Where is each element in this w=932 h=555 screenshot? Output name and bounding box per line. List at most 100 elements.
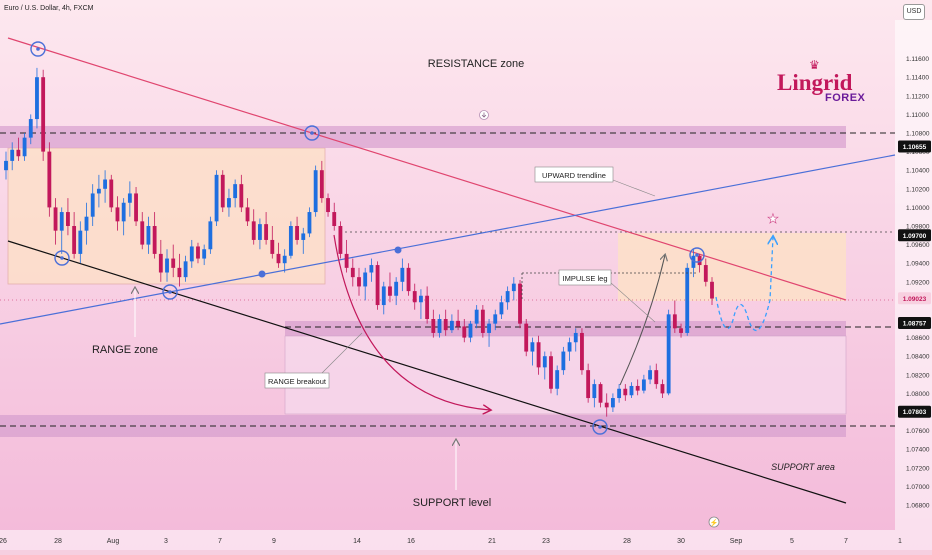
range-breakout-pointer (321, 332, 363, 374)
projection-paths: ★ ⚡ (333, 110, 779, 528)
price-tick-label: 1.10800 (906, 131, 930, 138)
candle-body (313, 170, 318, 213)
candle-body (598, 384, 603, 403)
candle-body (672, 314, 677, 329)
price-tick-label: 1.07200 (906, 465, 930, 472)
candle-body (573, 332, 578, 343)
candle-body (363, 272, 368, 287)
candle-body (536, 342, 541, 368)
candle-body (406, 267, 411, 292)
candle-body (282, 255, 287, 264)
descending-resistance-trendline (7, 37, 847, 301)
candle-body (511, 283, 516, 292)
candle-body (227, 198, 231, 208)
candle-body (326, 198, 330, 213)
time-axis[interactable]: 26 28 Aug 3 7 9 14 16 21 23 28 30 Sep 5 7 1 (0, 538, 902, 545)
candle-body (270, 239, 275, 254)
candle-body (369, 265, 374, 273)
candle-body (109, 179, 114, 208)
candle-body (189, 246, 194, 262)
price-tick-label: 1.06800 (906, 503, 930, 510)
target-zone-box (618, 233, 846, 301)
pivot-dot (695, 253, 699, 257)
candle-body (388, 286, 392, 296)
candle-body (524, 323, 529, 352)
candle-body (66, 212, 70, 226)
candle-body (264, 224, 269, 240)
pivot-dot (310, 131, 314, 135)
candle-body (518, 283, 522, 324)
currency-button[interactable]: USD (903, 4, 925, 20)
time-tick-label: 30 (677, 538, 685, 545)
time-tick-label: 9 (272, 538, 276, 545)
candle-body (344, 253, 349, 268)
candle-body (22, 137, 27, 157)
candle-body (425, 295, 430, 319)
event-down-arrow-glyph (481, 112, 487, 118)
pivot-circle-high (30, 41, 46, 57)
candle-body (629, 385, 634, 396)
candle-body (103, 179, 108, 189)
candle-body (257, 224, 262, 240)
candle-body (474, 309, 479, 324)
price-tick-label: 1.07400 (906, 447, 930, 454)
range-breakout-label: RANGE breakout (268, 377, 327, 386)
candle-body (332, 212, 337, 226)
price-label-text: 1.09023 (903, 296, 927, 303)
impulse-leg-callout (558, 269, 612, 286)
candle-body (239, 184, 244, 208)
pivot-circle-support (592, 419, 608, 435)
candle-body (487, 323, 491, 333)
upward-trendline-pointer (612, 179, 656, 197)
price-tick-label: 1.09600 (906, 242, 930, 249)
candle-body (4, 160, 8, 171)
candle-body (140, 221, 145, 245)
candle-body (480, 309, 485, 333)
candle-body (542, 356, 547, 368)
candle-body (295, 226, 299, 240)
candle-body (462, 326, 467, 338)
price-label-text: 1.07803 (903, 409, 927, 416)
price-tick-label: 1.09400 (906, 261, 930, 268)
breakout-band (285, 321, 846, 336)
price-tick-label: 1.07600 (906, 428, 930, 435)
candle-body (561, 351, 566, 371)
time-tick-label: 26 (0, 538, 7, 545)
zones-layer (0, 126, 847, 437)
candle-body (202, 249, 207, 259)
candle-body (350, 267, 355, 278)
level-lines (0, 132, 895, 427)
price-tick-label: 1.08600 (906, 335, 930, 342)
candle-body (276, 253, 281, 264)
pivot-circle-resistance (304, 125, 320, 141)
pivot-circle-current-high (689, 247, 705, 263)
candle-body (400, 267, 405, 282)
candle-body (134, 193, 138, 222)
price-tick-label: 1.08200 (906, 372, 930, 379)
price-labels: 1.10655 1.09700 1.09023 1.08757 1.07803 (898, 140, 931, 418)
price-tick-label: 1.09800 (906, 224, 930, 231)
pivot-circle-low (54, 250, 70, 266)
price-tick-label: 1.10000 (906, 205, 930, 212)
candle-body (604, 402, 609, 408)
time-axis-background (0, 530, 932, 550)
time-tick-label: 23 (542, 538, 550, 545)
candle-body (307, 212, 312, 234)
time-tick-label: 5 (790, 538, 794, 545)
trendline-touch-dot (258, 270, 266, 278)
price-label-text: 1.08757 (903, 320, 927, 327)
candle-body (654, 370, 659, 385)
pivot-dot (60, 256, 64, 260)
support-level-label: SUPPORT level (413, 497, 491, 509)
candle-body (437, 319, 442, 333)
candle-body (165, 258, 169, 273)
target-star-icon: ★ (767, 211, 779, 226)
time-tick-label: 7 (844, 538, 848, 545)
upward-trendline-label: UPWARD trendline (542, 171, 606, 180)
candle-body (394, 281, 399, 296)
logo-sub-text: FOREX (825, 92, 866, 104)
projection-path (715, 237, 773, 331)
breakdown-arrow (333, 234, 490, 410)
candle-body (288, 226, 293, 256)
